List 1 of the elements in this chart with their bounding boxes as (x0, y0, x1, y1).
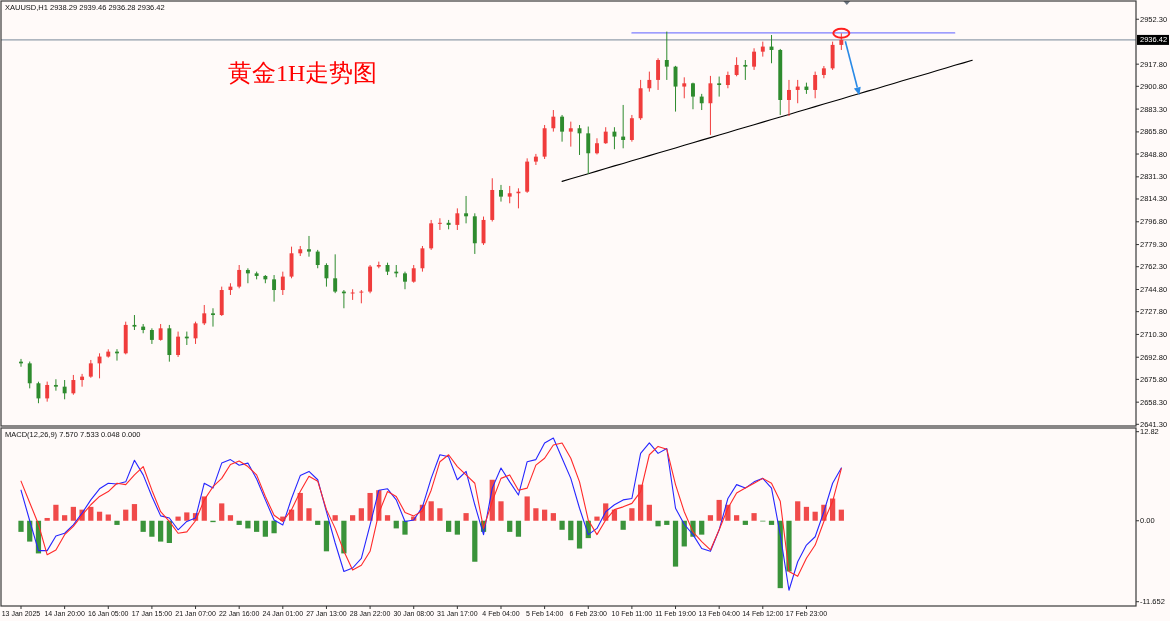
text: 黄金1H走势图 (228, 60, 378, 86)
